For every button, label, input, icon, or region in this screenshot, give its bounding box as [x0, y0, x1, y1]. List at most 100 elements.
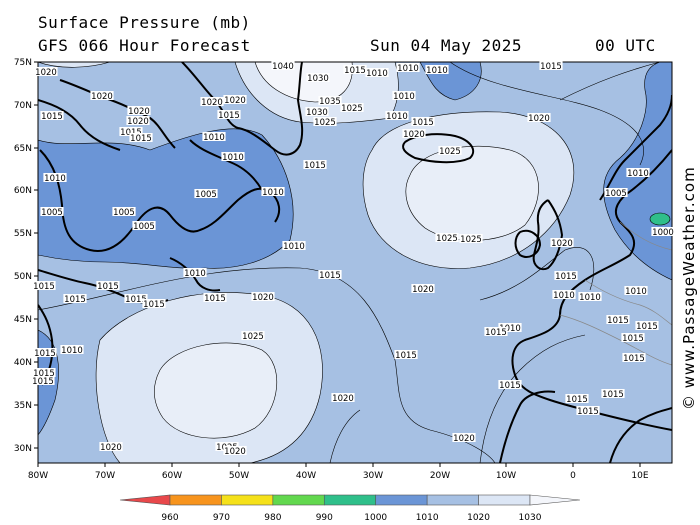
isobar-label-text: 1000: [652, 228, 674, 238]
isobar-label: 1020: [126, 116, 150, 127]
isobar-label-text: 1025: [439, 147, 461, 157]
isobar-label: 1020: [331, 393, 355, 404]
isobar-label: 1015: [539, 61, 563, 72]
isobar-label-text: 1010: [283, 242, 305, 252]
isobar-label: 1015: [622, 353, 646, 364]
isobar-label: 1010: [282, 241, 306, 252]
legend-swatch: [375, 494, 428, 506]
lon-tick-label: 30W: [363, 471, 383, 481]
isobar-label-text: 1030: [307, 74, 329, 84]
legend-swatch: [169, 494, 222, 506]
isobar-label-text: 1020: [128, 107, 150, 117]
lon-tick-label: 0: [570, 471, 576, 481]
isobar-label: 1020: [251, 292, 275, 303]
isobar-label: 1020: [527, 113, 551, 124]
isobar-label-text: 1010: [553, 291, 575, 301]
isobar-label: 1015: [318, 270, 342, 281]
isobar-label: 1010: [183, 268, 207, 279]
band-1025-iceland-core: [405, 145, 539, 241]
legend-swatch: [272, 494, 325, 506]
legend-swatch: [221, 494, 274, 506]
isobar-label: 1010: [365, 68, 389, 79]
isobar-label-text: 1010: [579, 293, 601, 303]
isobar-label: 1020: [550, 238, 574, 249]
isobar-label-text: 1020: [412, 285, 434, 295]
legend-arrow-high: [529, 494, 581, 506]
pressure-legend: 960 970 980 990 1000 1010 1020 1030: [119, 494, 581, 523]
isobar-label-text: 1015: [412, 118, 434, 128]
legend-value-label: 970: [213, 513, 230, 523]
lon-tick-label: 70W: [95, 471, 115, 481]
isobar-label-text: 1010: [397, 64, 419, 74]
isobar-label-text: 1025: [341, 104, 363, 114]
isobar-label: 1020: [223, 446, 247, 457]
isobar-label: 1015: [621, 333, 645, 344]
map-frame: [37, 61, 673, 464]
isobar-label: 1005: [132, 221, 156, 232]
legend-value-label: 980: [264, 513, 281, 523]
isobar-label: 1015: [554, 271, 578, 282]
isobar-label: 1020: [34, 67, 58, 78]
isobar-label-text: 1015: [143, 300, 165, 310]
isobar-label: 1015: [411, 117, 435, 128]
isobar-label-text: 1010: [426, 66, 448, 76]
lat-tick-label: 45N: [14, 315, 32, 325]
isobar-label: 1015: [129, 133, 153, 144]
isobar-label: 1030: [306, 73, 330, 84]
isobar-label-text: 1035: [319, 97, 341, 107]
forecast-date: Sun 04 May 2025: [370, 36, 522, 55]
isobar-label-text: 1015: [304, 161, 326, 171]
isobar-label-text: 1015: [64, 295, 86, 305]
isobar-label-text: 1020: [528, 114, 550, 124]
lon-tick-label: 40W: [296, 471, 316, 481]
isobar-label-text: 1020: [91, 92, 113, 102]
isobar-label: 1010: [385, 111, 409, 122]
isobar-label-text: 1015: [555, 272, 577, 282]
isobar-label-text: 1010: [44, 174, 66, 184]
isobar-label: 1015: [96, 281, 120, 292]
isobar-label: 1015: [31, 376, 55, 387]
borders: [559, 221, 672, 366]
isobar-label: 1005: [112, 207, 136, 218]
lon-tick-label: 50W: [229, 471, 249, 481]
isobar-label: 1010: [202, 132, 226, 143]
legend-swatch: [426, 494, 479, 506]
isobar-label-text: 1015: [636, 322, 658, 332]
isobar-label-text: 1015: [395, 351, 417, 361]
isobar-label-text: 1015: [623, 354, 645, 364]
latitude-axis: 75N 70N 65N 60N 55N 50N 45N 40N 35N 30N: [14, 58, 38, 454]
isobar-label: 1025: [241, 331, 265, 342]
isobar-label: 1010: [221, 152, 245, 163]
isobar-label-text: 1010: [386, 112, 408, 122]
lat-tick-label: 50N: [14, 272, 32, 282]
lat-tick-label: 75N: [14, 58, 32, 68]
isobar-label-text: 1020: [551, 239, 573, 249]
isobar-label-text: 1010: [499, 324, 521, 334]
lat-tick-label: 35N: [14, 401, 32, 411]
isobar-label-text: 1005: [195, 190, 217, 200]
lon-tick-label: 10W: [496, 471, 516, 481]
isobar-label: 1015: [142, 299, 166, 310]
legend-value-label: 1000: [364, 513, 387, 523]
lat-tick-label: 65N: [14, 144, 32, 154]
legend-arrow-low: [119, 494, 171, 506]
isobar-label: 1030: [305, 107, 329, 118]
isobar-label-text: 1030: [306, 108, 328, 118]
longitude-axis: 80W 70W 60W 50W 40W 30W 20W 10W 0 10E: [28, 463, 649, 481]
isobar-label: 1005: [40, 207, 64, 218]
isobar-label-text: 1020: [403, 130, 425, 140]
legend-swatch: [478, 494, 531, 506]
isobar-label-text: 1020: [224, 96, 246, 106]
isobar-label-text: 1015: [32, 377, 54, 387]
isobar-label: 1015: [40, 111, 64, 122]
isobar-label: 1015: [32, 281, 56, 292]
legend-value-label: 1030: [519, 513, 542, 523]
isobar-label: 1025: [459, 234, 483, 245]
isobar-label: 1015: [601, 389, 625, 400]
isobar-label-text: 1015: [577, 407, 599, 417]
isobar-label-text: 1015: [485, 328, 507, 338]
isobar-label-text: 1015: [204, 294, 226, 304]
isobar-label: 1010: [578, 292, 602, 303]
isobar-label: 1015: [63, 294, 87, 305]
